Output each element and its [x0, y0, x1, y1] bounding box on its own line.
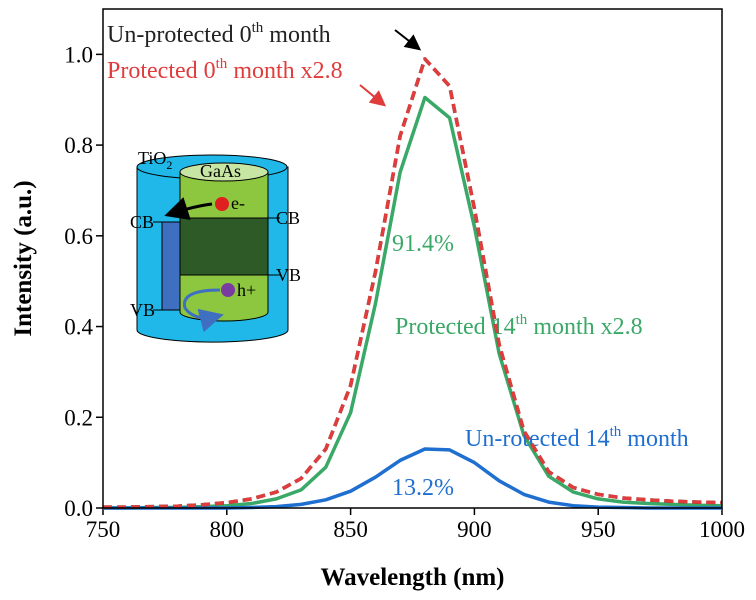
inset-label: h+ — [237, 280, 256, 300]
x-tick-label: 850 — [333, 517, 368, 542]
series-label: Un-protected 0th month — [107, 20, 331, 48]
label-text: Protected 0 — [107, 58, 216, 84]
x-tick-label: 1000 — [699, 517, 745, 542]
label-sup: th — [516, 312, 528, 328]
label-text: month — [621, 426, 688, 452]
inset-label: VB — [130, 300, 155, 320]
label-sup: th — [610, 424, 622, 440]
y-tick-label: 0.4 — [64, 315, 93, 340]
label-text: month x2.8 — [527, 314, 642, 340]
y-tick-label: 0.6 — [64, 224, 93, 249]
series-label: Protected 0th month x2.8 — [107, 56, 343, 84]
inset-label: GaAs — [200, 161, 241, 181]
y-tick-label: 1.0 — [64, 42, 93, 67]
y-tick-label: 0.2 — [64, 405, 93, 430]
x-tick-label: 900 — [457, 517, 492, 542]
x-tick-label: 750 — [86, 517, 121, 542]
arrow — [394, 29, 422, 51]
series-label: Un-rotected 14th month — [465, 424, 689, 452]
label-text: month — [263, 22, 330, 48]
inset-label: CB — [130, 212, 154, 232]
y-tick-label: 0.8 — [64, 133, 93, 158]
series-line — [103, 57, 723, 509]
label-sup: th — [252, 20, 264, 36]
inset-label: CB — [276, 208, 300, 228]
x-tick-label: 800 — [210, 517, 245, 542]
arrow — [359, 84, 387, 107]
inset-label: TiO2 — [138, 148, 172, 172]
inset-diagram: TiO2 GaAs CB CB VB VB e- h+ — [130, 148, 301, 343]
inset-label: VB — [276, 265, 301, 285]
label-text: month x2.8 — [227, 58, 342, 84]
x-tick-label: 950 — [581, 517, 616, 542]
x-axis-label: Wavelength (nm) — [320, 564, 504, 591]
label-sup: th — [216, 56, 228, 72]
inset-label: e- — [231, 193, 245, 213]
series-label: Protected 14th month x2.8 — [395, 312, 643, 340]
plot-frame — [102, 8, 723, 509]
annotation: 91.4% — [392, 231, 454, 257]
annotation: 13.2% — [392, 475, 454, 501]
y-tick-label: 0.0 — [64, 496, 93, 521]
label-text: Un-rotected 14 — [465, 426, 610, 452]
y-axis-label: Intensity (a.u.) — [10, 180, 37, 336]
label-text: Un-protected 0 — [107, 22, 252, 48]
